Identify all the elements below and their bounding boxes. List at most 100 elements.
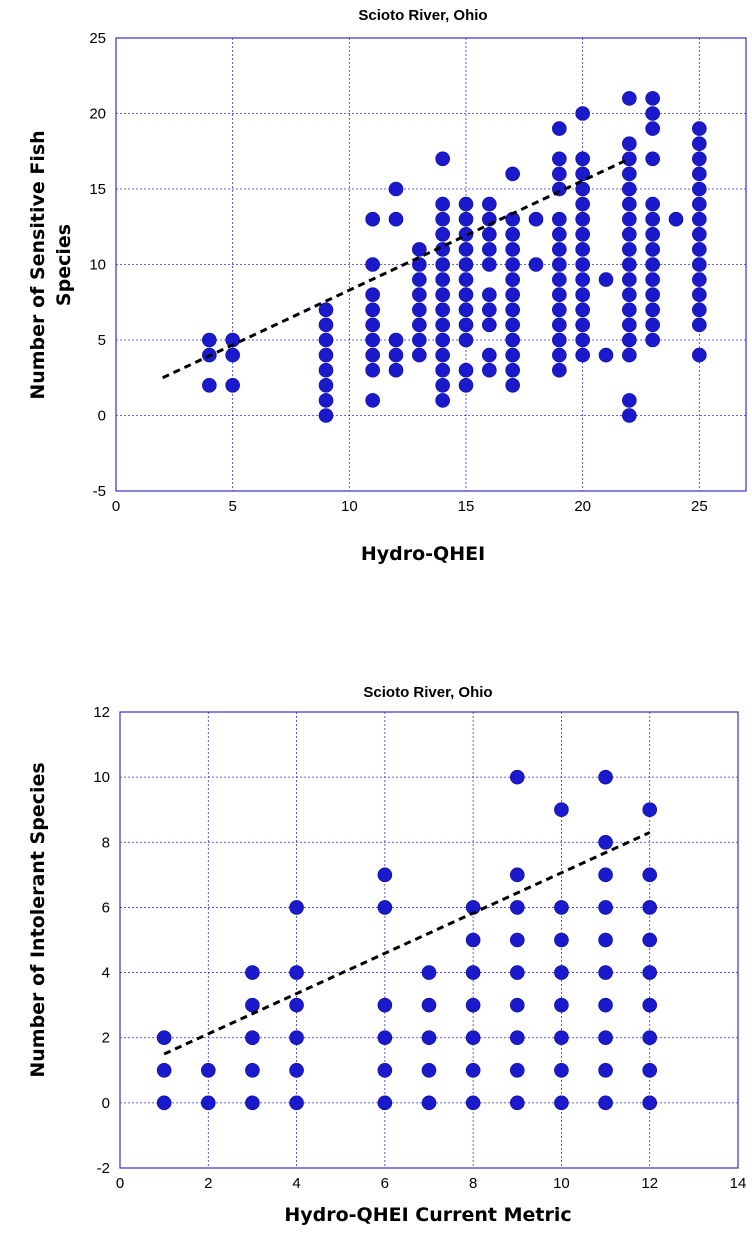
data-point xyxy=(318,347,334,363)
data-point xyxy=(692,227,707,242)
data-point xyxy=(645,211,660,227)
data-point xyxy=(622,136,637,151)
data-point xyxy=(692,121,707,136)
data-point xyxy=(318,377,334,393)
data-point xyxy=(482,257,497,272)
data-point xyxy=(435,196,450,212)
data-point xyxy=(552,302,567,318)
data-point xyxy=(575,106,590,121)
data-point xyxy=(598,997,613,1013)
data-point xyxy=(289,965,304,980)
data-point xyxy=(642,900,658,915)
data-point xyxy=(598,769,613,785)
data-point xyxy=(435,332,450,348)
data-point xyxy=(318,302,334,318)
data-point xyxy=(575,227,590,242)
data-point xyxy=(509,900,525,915)
x-tick-label: 10 xyxy=(341,498,358,515)
data-point xyxy=(412,257,427,272)
data-point xyxy=(458,317,474,333)
data-point xyxy=(622,393,637,408)
data-point xyxy=(692,136,707,151)
data-point xyxy=(692,181,707,197)
y-tick-label: 10 xyxy=(89,257,106,274)
data-point xyxy=(412,332,427,348)
data-point xyxy=(377,997,393,1013)
data-point xyxy=(645,257,660,272)
data-point xyxy=(465,965,481,980)
data-point xyxy=(388,332,404,348)
y-axis-label: Number of Intolerant Species xyxy=(27,762,49,1077)
data-point xyxy=(622,287,637,303)
data-point xyxy=(458,196,474,212)
x-tick-label: 4 xyxy=(292,1175,300,1192)
data-point xyxy=(528,211,544,227)
data-point xyxy=(575,181,590,197)
data-point xyxy=(289,997,304,1013)
data-point xyxy=(552,227,567,242)
data-point xyxy=(388,362,404,378)
data-point xyxy=(421,1062,437,1078)
data-point xyxy=(692,272,707,287)
data-point xyxy=(465,1030,481,1046)
data-point xyxy=(505,272,520,287)
data-point xyxy=(412,272,427,287)
data-point xyxy=(388,181,404,197)
x-tick-label: 14 xyxy=(730,1175,747,1192)
data-point xyxy=(575,211,590,227)
data-point xyxy=(622,227,637,242)
data-point xyxy=(554,900,569,915)
x-tick-label: 10 xyxy=(553,1175,570,1192)
data-point xyxy=(645,302,660,318)
data-point xyxy=(509,1030,525,1046)
data-point xyxy=(365,347,380,363)
data-point xyxy=(622,242,637,257)
data-point xyxy=(575,287,590,303)
data-point xyxy=(575,317,590,333)
data-point xyxy=(245,965,260,980)
data-point xyxy=(552,332,567,348)
y-axis-label-line-2: Species xyxy=(53,224,75,306)
data-point xyxy=(622,272,637,287)
data-point xyxy=(552,211,567,227)
data-point xyxy=(642,802,658,818)
data-point xyxy=(552,272,567,287)
data-point xyxy=(156,1030,172,1046)
data-point xyxy=(318,317,334,333)
data-point xyxy=(482,287,497,303)
data-point xyxy=(365,317,380,333)
data-point xyxy=(458,272,474,287)
data-point xyxy=(377,1095,393,1111)
data-point xyxy=(645,227,660,242)
data-point xyxy=(692,347,707,363)
data-point xyxy=(622,317,637,333)
data-point xyxy=(642,965,658,980)
data-point xyxy=(388,211,404,227)
data-point xyxy=(598,1062,613,1078)
data-point xyxy=(598,1030,613,1046)
data-point xyxy=(552,166,567,182)
data-point xyxy=(458,362,474,378)
x-tick-label: 6 xyxy=(381,1175,389,1192)
data-point xyxy=(575,272,590,287)
data-point xyxy=(645,272,660,287)
data-point xyxy=(421,965,437,980)
data-point xyxy=(482,302,497,318)
data-point xyxy=(225,377,240,393)
data-point xyxy=(645,196,660,212)
data-point xyxy=(622,151,637,167)
data-point xyxy=(554,802,569,818)
data-point xyxy=(458,257,474,272)
y-tick-label: 25 xyxy=(89,30,106,47)
data-point xyxy=(692,317,707,333)
data-point xyxy=(552,121,567,136)
data-point xyxy=(645,287,660,303)
data-point xyxy=(421,1030,437,1046)
data-point xyxy=(598,1095,613,1111)
data-point xyxy=(642,1095,658,1111)
x-tick-label: 0 xyxy=(116,1175,124,1192)
data-point xyxy=(435,257,450,272)
data-point xyxy=(552,257,567,272)
data-point xyxy=(575,196,590,212)
data-point xyxy=(458,287,474,303)
